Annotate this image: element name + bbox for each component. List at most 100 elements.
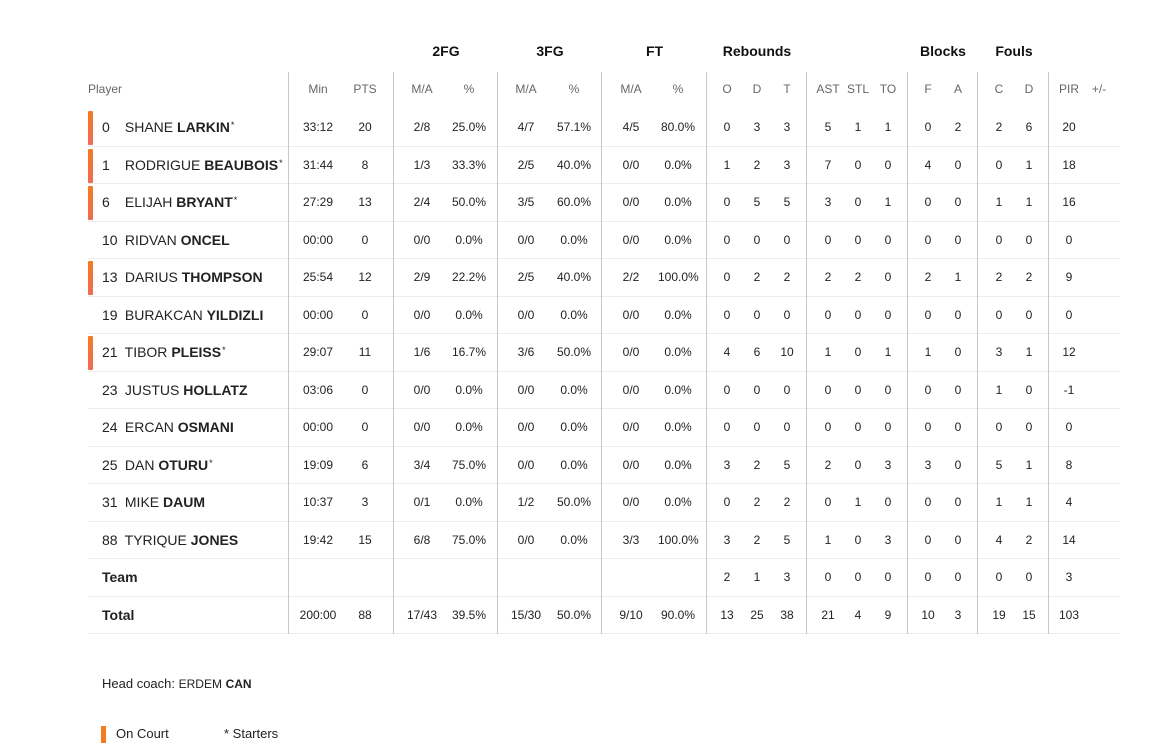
cell-foul-c: 1 bbox=[984, 372, 1014, 409]
player-name[interactable]: 31 MIKE DAUM bbox=[102, 484, 206, 521]
cell-pts: 8 bbox=[345, 147, 385, 184]
cell-ft-ma: 0/0 bbox=[611, 184, 651, 221]
cell-pm bbox=[1084, 334, 1114, 371]
cell-pir: 9 bbox=[1054, 259, 1084, 296]
cell-foul-c: 5 bbox=[984, 447, 1014, 484]
cell-fg3-pct: 50.0% bbox=[554, 597, 594, 634]
player-last-name: BRYANT bbox=[176, 194, 233, 210]
cell-fg3-pct: 0.0% bbox=[554, 222, 594, 259]
cell-foul-c: 4 bbox=[984, 522, 1014, 559]
cell-ft-pct: 80.0% bbox=[658, 109, 698, 146]
player-first-name: DAN bbox=[125, 457, 155, 473]
cell-foul-d: 1 bbox=[1014, 147, 1044, 184]
cell-foul-d: 0 bbox=[1014, 559, 1044, 596]
col-header-ft-ma: M/A bbox=[611, 70, 651, 108]
cell-foul-d: 6 bbox=[1014, 109, 1044, 146]
player-name[interactable]: 24 ERCAN OSMANI bbox=[102, 409, 235, 446]
cell-to: 0 bbox=[872, 559, 904, 596]
on-court-legend-swatch bbox=[101, 726, 106, 743]
cell-reb-o: 0 bbox=[712, 222, 742, 259]
cell-blk-a: 0 bbox=[943, 334, 973, 371]
cell-foul-c: 0 bbox=[984, 297, 1014, 334]
cell-foul-d: 0 bbox=[1014, 409, 1044, 446]
cell-fg2-ma: 0/0 bbox=[402, 222, 442, 259]
cell-pir: 20 bbox=[1054, 109, 1084, 146]
cell-blk-a: 0 bbox=[943, 484, 973, 521]
cell-ft-pct bbox=[658, 559, 698, 596]
table-row: 13 DARIUS THOMPSON 25:54 12 2/9 22.2% 2/5 40.0… bbox=[88, 259, 1120, 297]
player-number: 6 bbox=[102, 184, 121, 221]
cell-fg2-pct: 75.0% bbox=[449, 522, 489, 559]
cell-fg2-ma: 2/4 bbox=[402, 184, 442, 221]
cell-pts: 0 bbox=[345, 409, 385, 446]
cell-pir: 12 bbox=[1054, 334, 1084, 371]
cell-fg3-pct: 57.1% bbox=[554, 109, 594, 146]
player-name[interactable]: 0 SHANE LARKIN* bbox=[102, 109, 234, 146]
cell-blk-f: 0 bbox=[913, 522, 943, 559]
cell-min: 00:00 bbox=[298, 222, 338, 259]
cell-pts: 3 bbox=[345, 484, 385, 521]
cell-fg2-ma: 1/3 bbox=[402, 147, 442, 184]
cell-min: 00:00 bbox=[298, 297, 338, 334]
cell-to: 3 bbox=[872, 522, 904, 559]
column-divider bbox=[1048, 72, 1049, 634]
group-header-blocks: Blocks bbox=[913, 32, 973, 70]
player-name[interactable]: 25 DAN OTURU* bbox=[102, 447, 213, 484]
starter-marker: * bbox=[279, 158, 283, 168]
cell-pts: 11 bbox=[345, 334, 385, 371]
cell-blk-a: 0 bbox=[943, 297, 973, 334]
head-coach-last-name: CAN bbox=[226, 677, 252, 691]
cell-to: 0 bbox=[872, 222, 904, 259]
col-header-reb-t: T bbox=[772, 70, 802, 108]
player-name[interactable]: 88 TYRIQUE JONES bbox=[102, 522, 239, 559]
col-header-pir: PIR bbox=[1054, 70, 1084, 108]
cell-pts: 0 bbox=[345, 297, 385, 334]
cell-stl: 2 bbox=[842, 259, 874, 296]
cell-fg3-pct: 60.0% bbox=[554, 184, 594, 221]
cell-min: 31:44 bbox=[298, 147, 338, 184]
col-header-reb-d: D bbox=[742, 70, 772, 108]
col-header-plus-minus: +/- bbox=[1084, 70, 1114, 108]
cell-blk-a: 0 bbox=[943, 409, 973, 446]
cell-reb-o: 4 bbox=[712, 334, 742, 371]
table-row: 24 ERCAN OSMANI 00:00 0 0/0 0.0% 0/0 0.0% 0/0 0.… bbox=[88, 409, 1120, 447]
cell-reb-t: 38 bbox=[772, 597, 802, 634]
cell-reb-t: 0 bbox=[772, 409, 802, 446]
cell-foul-d: 2 bbox=[1014, 259, 1044, 296]
cell-reb-o: 0 bbox=[712, 372, 742, 409]
column-divider bbox=[497, 72, 498, 634]
cell-ft-pct: 0.0% bbox=[658, 184, 698, 221]
player-number: 25 bbox=[102, 447, 121, 484]
player-name[interactable]: 19 BURAKCAN YILDIZLI bbox=[102, 297, 264, 334]
player-name[interactable]: 23 JUSTUS HOLLATZ bbox=[102, 372, 249, 409]
cell-ft-pct: 0.0% bbox=[658, 147, 698, 184]
player-first-name: BURAKCAN bbox=[125, 307, 203, 323]
cell-pts: 0 bbox=[345, 372, 385, 409]
cell-blk-a: 0 bbox=[943, 522, 973, 559]
player-name[interactable]: 21 TIBOR PLEISS* bbox=[102, 334, 226, 371]
cell-reb-t: 3 bbox=[772, 109, 802, 146]
cell-foul-d: 0 bbox=[1014, 372, 1044, 409]
cell-to: 0 bbox=[872, 409, 904, 446]
cell-fg2-ma: 17/43 bbox=[402, 597, 442, 634]
cell-reb-t: 5 bbox=[772, 184, 802, 221]
starter-marker: * bbox=[222, 345, 226, 355]
player-name[interactable]: 10 RIDVAN ONCEL bbox=[102, 222, 231, 259]
cell-stl: 0 bbox=[842, 147, 874, 184]
col-header-player: Player bbox=[88, 70, 168, 108]
col-header-ast: AST bbox=[812, 70, 844, 108]
cell-stl: 0 bbox=[842, 447, 874, 484]
cell-fg2-pct: 25.0% bbox=[449, 109, 489, 146]
cell-fg3-pct: 0.0% bbox=[554, 522, 594, 559]
player-name[interactable]: 1 RODRIGUE BEAUBOIS* bbox=[102, 147, 283, 184]
player-name[interactable]: 6 ELIJAH BRYANT* bbox=[102, 184, 237, 221]
cell-pm bbox=[1084, 484, 1114, 521]
player-name[interactable]: 13 DARIUS THOMPSON bbox=[102, 259, 264, 296]
cell-fg2-pct: 39.5% bbox=[449, 597, 489, 634]
cell-fg3-pct: 50.0% bbox=[554, 334, 594, 371]
cell-min: 27:29 bbox=[298, 184, 338, 221]
cell-reb-t: 3 bbox=[772, 147, 802, 184]
cell-blk-f: 1 bbox=[913, 334, 943, 371]
cell-reb-d: 2 bbox=[742, 147, 772, 184]
cell-stl: 0 bbox=[842, 222, 874, 259]
